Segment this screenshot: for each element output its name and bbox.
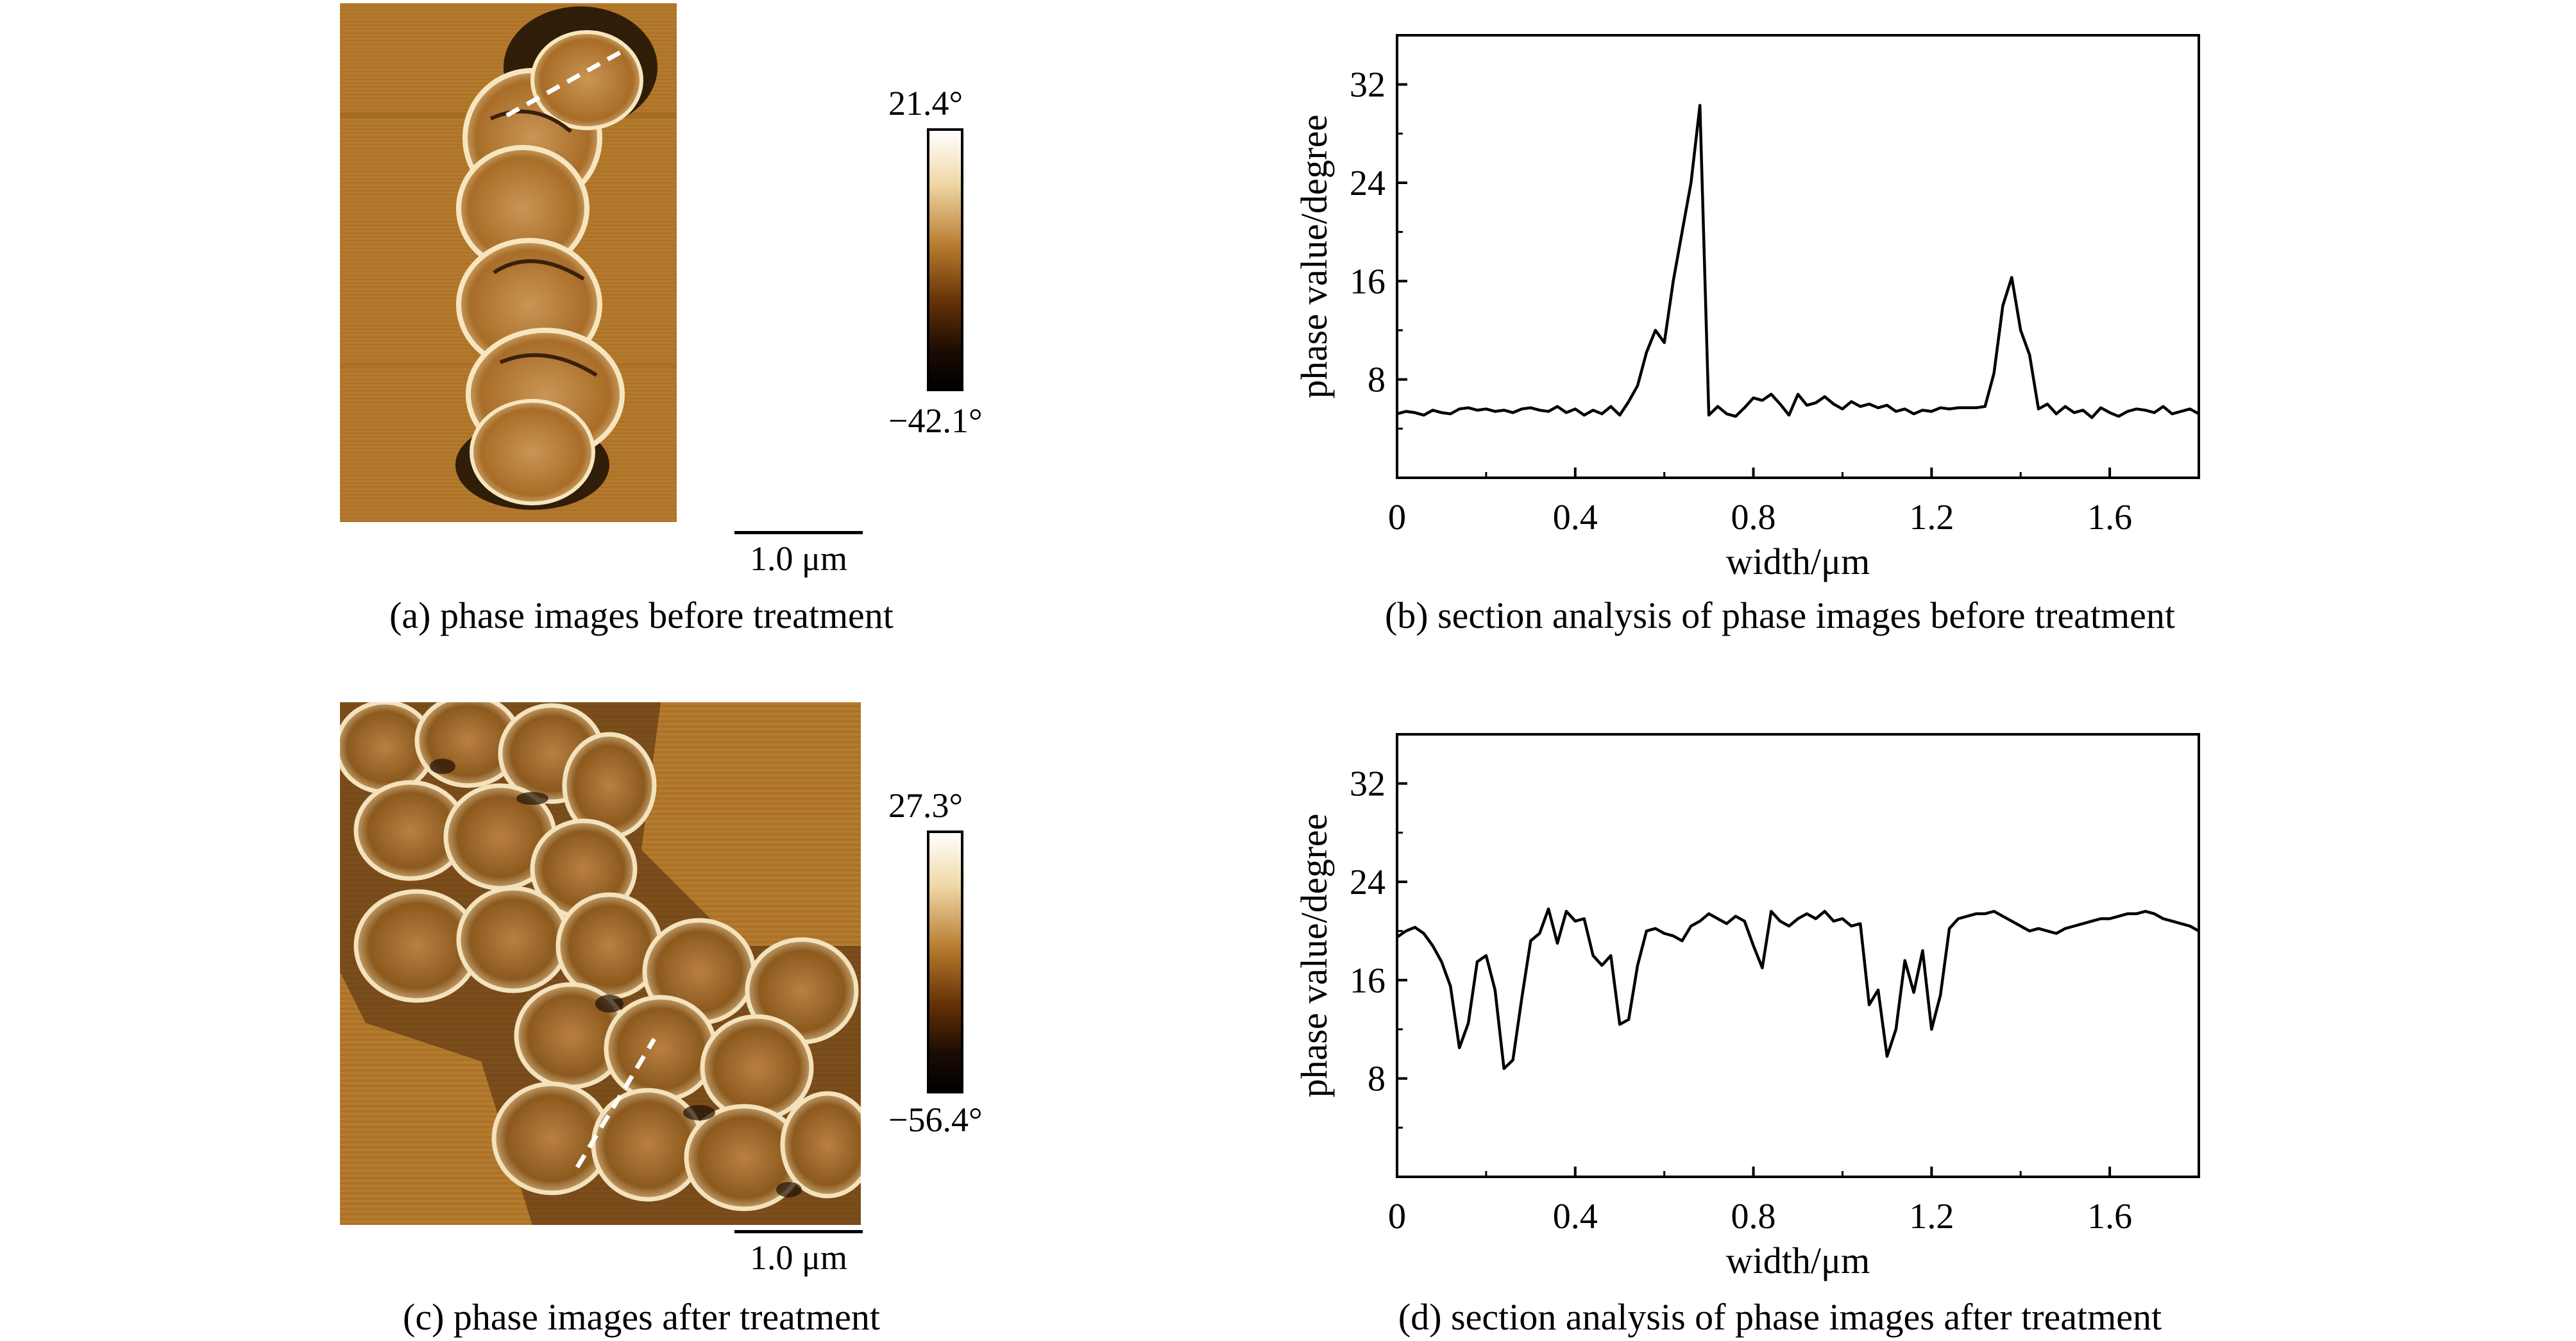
x-tick-label: 1.6 <box>2087 498 2132 537</box>
plot-frame <box>1396 34 2200 479</box>
x-tick-label: 1.2 <box>1909 498 1954 537</box>
origin-label: 0 <box>1388 1197 1406 1236</box>
y-axis-label: phase value/degree <box>1293 814 1335 1098</box>
x-tick-label: 0.8 <box>1731 1197 1776 1236</box>
x-tick-label: 0 <box>1388 498 1406 537</box>
afm-phase-image-after <box>340 702 861 1225</box>
y-tick-label: 32 <box>1350 764 1385 804</box>
colorbar-a-max-label: 21.4° <box>888 84 963 122</box>
colorbar-a-min-label: −42.1° <box>888 401 983 440</box>
caption-a: (a) phase images before treatment <box>389 595 894 636</box>
y-tick-label: 32 <box>1350 65 1385 105</box>
x-axis-label: width/μm <box>1726 541 1870 582</box>
x-tick-label: 0.4 <box>1553 1197 1598 1236</box>
scale-bar-c <box>734 1230 863 1233</box>
colorbar-c-min-label: −56.4° <box>888 1101 983 1139</box>
x-tick-label: 0.4 <box>1553 498 1598 537</box>
series-line <box>1396 907 2200 1070</box>
scale-bar-a <box>734 531 863 534</box>
y-tick-label: 24 <box>1350 164 1385 203</box>
x-tick-label: 0.8 <box>1731 498 1776 537</box>
y-tick-label: 8 <box>1368 360 1385 400</box>
y-tick-label: 24 <box>1350 863 1385 902</box>
series-line <box>1396 104 2200 419</box>
x-tick-label: 1.6 <box>2087 1197 2132 1236</box>
y-tick-label: 16 <box>1350 262 1385 301</box>
caption-b: (b) section analysis of phase images bef… <box>1384 595 2176 636</box>
caption-c: (c) phase images after treatment <box>403 1296 880 1338</box>
colorbar-c-max-label: 27.3° <box>888 786 963 825</box>
x-tick-label: 0 <box>1388 1197 1406 1236</box>
caption-d: (d) section analysis of phase images aft… <box>1398 1296 2162 1338</box>
y-axis-label: phase value/degree <box>1293 115 1335 399</box>
x-tick-label: 1.2 <box>1909 1197 1954 1236</box>
section-line <box>575 1038 657 1168</box>
origin-label: 0 <box>1388 498 1406 537</box>
x-axis-label: width/μm <box>1726 1240 1870 1281</box>
colorbar-a <box>927 128 963 391</box>
colorbar-c <box>927 831 963 1093</box>
plot-frame <box>1396 733 2200 1178</box>
scale-bar-a-label: 1.0 μm <box>750 539 847 578</box>
y-tick-label: 8 <box>1368 1059 1385 1099</box>
afm-phase-image-before <box>340 3 677 522</box>
y-tick-label: 16 <box>1350 961 1385 1000</box>
scale-bar-c-label: 1.0 μm <box>750 1238 847 1277</box>
